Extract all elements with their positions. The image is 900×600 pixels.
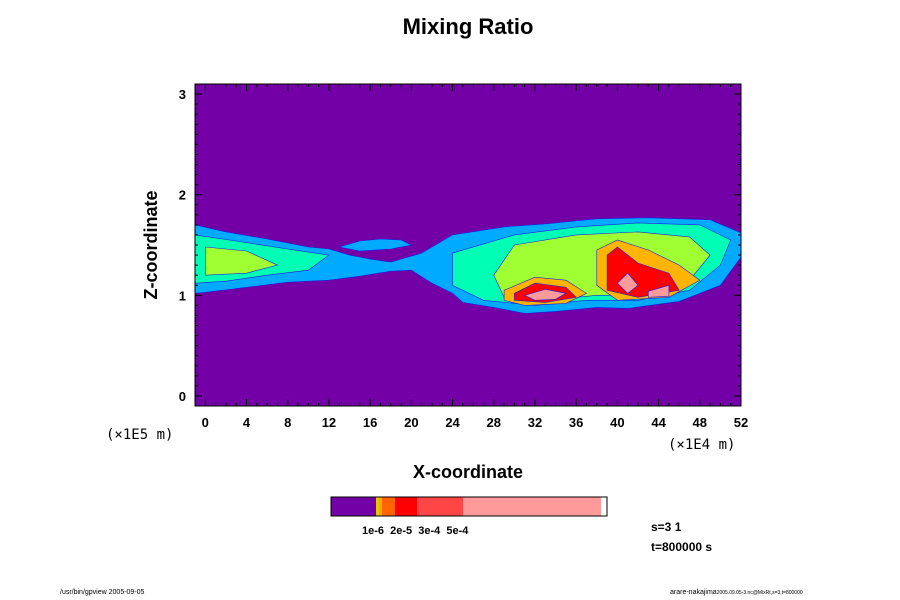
x-tick-label: 52 [734,415,748,430]
x-tick-label: 12 [322,415,336,430]
colorbar-segment [382,497,395,516]
chart-title: Mixing Ratio [402,14,534,39]
x-tick-label: 28 [487,415,501,430]
colorbar-frame [330,496,608,517]
footer-source: arare-nakajima2005.09.05-3.nc@MixRt,s=3,… [670,589,803,596]
mixing-region-outer-1 [339,238,413,252]
footer-command: /usr/bin/gpview 2005-09-05 [60,589,145,596]
x-tick-label: 24 [445,415,460,430]
x-tick-label: 32 [528,415,542,430]
colorbar-segment [463,497,601,516]
time-label: t=800000 s [651,540,713,554]
y-tick-label: 0 [179,389,186,404]
x-scale-label: (×1E4 m) [668,437,735,453]
x-tick-label: 16 [363,415,377,430]
x-tick-label: 44 [651,415,666,430]
colorbar-segment [395,497,417,516]
x-tick-label: 40 [610,415,624,430]
y-tick-label: 2 [179,188,186,203]
x-tick-label: 20 [404,415,418,430]
colorbar-labels: 1e-6 2e-5 3e-4 5e-4 [362,525,469,537]
x-tick-label: 0 [202,415,209,430]
x-tick-label: 8 [284,415,291,430]
x-axis-label: X-coordinate [413,462,523,482]
step-label: s=3 1 [651,520,682,534]
x-tick-label: 4 [243,415,251,430]
colorbar-segment [376,497,379,516]
y-tick-label: 3 [179,87,186,102]
mixing-region-peak-0 [523,288,567,301]
footer-file: 2005.09.05-3.nc@MixRt,s=3,t=800000 [716,590,803,596]
mixing-region-peak-2 [647,284,670,298]
y-axis-label: Z-coordinate [141,190,161,299]
footer-author: arare-nakajima [670,589,717,596]
colorbar [331,497,601,516]
x-tick-label: 48 [693,415,707,430]
mixing-region-peak-1 [616,272,639,294]
colorbar-segment [379,497,382,516]
y-tick-label: 1 [179,288,186,303]
mixing-region-inner-0 [205,246,279,276]
x-tick-label: 36 [569,415,583,430]
colorbar-segment [417,497,463,516]
colorbar-segment [331,497,376,516]
y-scale-label: (×1E5 m) [106,427,173,443]
